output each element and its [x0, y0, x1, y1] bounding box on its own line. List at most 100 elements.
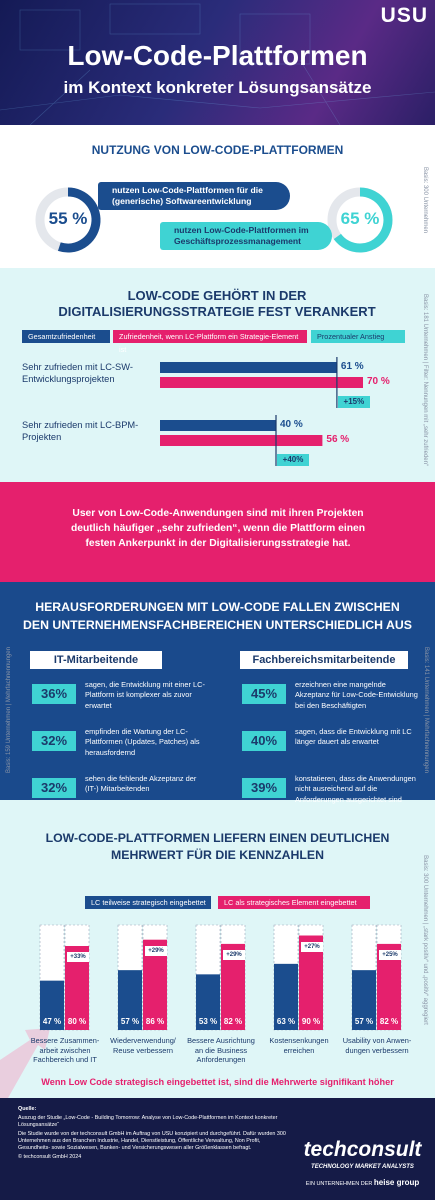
group-header: IT-Mitarbeitende: [30, 651, 162, 669]
value-label: 61 %: [340, 361, 364, 372]
value-label: 90 %: [301, 1017, 321, 1026]
decor: [109, 3, 201, 35]
challenge-text: erzeichnen eine mangelnde Akzeptanz für …: [295, 680, 418, 710]
increase-box: +29%: [223, 949, 245, 960]
increase-box: +29%: [145, 945, 167, 956]
value-label: 55 %: [48, 209, 88, 228]
increase-label: +33%: [70, 954, 86, 960]
category-label: Bessere Zusammen- arbeit zwischen Fachbe…: [30, 1036, 100, 1065]
challenge-text: sehen die fehlende Akzeptanz der (IT-) M…: [85, 774, 197, 794]
footer-parent-text: EIN UNTERNEHMEN DER: [305, 1181, 373, 1187]
bar: [196, 974, 220, 1030]
value-label: 65 %: [340, 209, 380, 228]
increase-box: +15%: [337, 396, 370, 408]
bar: [160, 362, 337, 373]
basis-note: Basis: 181 Unternehmen | Filter: Nennung…: [422, 294, 428, 466]
percent-label: 36%: [40, 686, 68, 701]
copyright: © techconsult GmbH 2024: [18, 1154, 82, 1161]
percent-label: 45%: [250, 686, 278, 701]
donut-arc: [57, 187, 101, 253]
basis-note: Basis: 141 Unternehmen | Mehrfachnennung…: [423, 647, 429, 773]
category-label: Wiederverwendung/ Reuse verbessern: [110, 1036, 176, 1055]
basis-note: Basis: 159 Unternehmen | Mehrfachnennung…: [6, 647, 12, 773]
bar: [352, 970, 376, 1030]
challenge-text: konstatieren, dass die Anwendungen nicht…: [295, 774, 416, 804]
category-label: Bessere Ausrichtung an die Business Anfo…: [187, 1036, 255, 1065]
challenge-text: sagen, die Entwicklung mit einer LC-Plat…: [85, 680, 205, 710]
section-title: LOW-CODE GEHÖRT IN DER DIGITALISIERUNGSS…: [58, 288, 376, 320]
footer-logo: techconsult: [303, 1138, 422, 1161]
increase-box: +25%: [379, 949, 401, 960]
decor: [19, 9, 81, 51]
decor: [239, 13, 311, 65]
increase-box: +40%: [277, 454, 309, 466]
category-label: Sehr zufrieden mit LC-SW-Entwicklungspro…: [22, 362, 133, 385]
usage-label-box: nutzen Low-Code-Plattformen für die (gen…: [98, 182, 290, 210]
percent-box: 32%: [32, 778, 76, 798]
group-header: Fachbereichsmitarbeitende: [240, 651, 408, 669]
legend-item: LC als strategisches Element eingebettet: [218, 896, 370, 909]
value-label: 86 %: [145, 1017, 165, 1026]
legend-item: Zufriedenheit, wenn LC-Plattform ein Str…: [113, 330, 307, 354]
increase-label: +29%: [148, 947, 164, 954]
footer-logo-tagline: TECHNOLOGY MARKET ANALYSTS: [311, 1164, 414, 1170]
benefits-decoration: [0, 1028, 50, 1098]
bar: [160, 420, 276, 431]
callout-background: [0, 482, 435, 582]
percent-label: 39%: [250, 780, 278, 795]
challenge-text: sagen, dass die Entwicklung mit LC länge…: [295, 727, 412, 747]
value-label: 82 %: [379, 1017, 399, 1026]
value-label: 82 %: [223, 1017, 243, 1026]
footer-background: [0, 1098, 435, 1200]
percent-box: 39%: [242, 778, 286, 798]
bar: [118, 970, 142, 1030]
footer-group: heise group: [373, 1178, 420, 1187]
value-label: 56 %: [326, 434, 350, 445]
increase-label: +29%: [226, 951, 242, 958]
decor-arrow: [0, 1028, 50, 1098]
donut-arc: [333, 187, 393, 253]
category-label: Usability von Anwen- dungen verbessern: [342, 1036, 412, 1055]
value-label: 70 %: [367, 376, 390, 387]
value-label: 63 %: [276, 1017, 296, 1026]
satisfaction-background: [0, 268, 435, 482]
percent-label: 32%: [40, 780, 68, 795]
footer-text: Quelle: Auszug der Studie „Low-Code - Bui…: [18, 1106, 288, 1161]
callout-text: User von Low-Code-Anwendungen sind mit i…: [70, 508, 366, 549]
percent-box: 45%: [242, 684, 286, 704]
section-title: LOW-CODE-PLATTFORMEN LIEFERN EINEN DEUTL…: [45, 831, 390, 863]
method: Die Studie wurde von der techconsult Gmb…: [18, 1131, 286, 1152]
bar: [274, 963, 298, 1030]
subtitle: im Kontext konkreter Lösungsansätze: [63, 78, 372, 97]
percent-label: 32%: [40, 733, 68, 748]
percent-box: 32%: [32, 731, 76, 751]
legend-item: Gesamtzufriedenheit: [22, 330, 110, 343]
increase-box: +27%: [301, 941, 323, 952]
category-label: Kostensenkungen erreichen: [269, 1036, 329, 1055]
increase-label: +27%: [304, 943, 320, 950]
value-label: 53 %: [198, 1017, 218, 1026]
value-label: 47 %: [42, 1017, 62, 1026]
category-label: Sehr zufrieden mit LC-BPM-Projekten: [22, 420, 139, 443]
bar: [160, 377, 363, 388]
footer-parent: EIN UNTERNEHMEN DER heise group: [300, 1178, 425, 1187]
source: Auszug der Studie „Low-Code - Building T…: [18, 1115, 278, 1129]
usage-label-box: nutzen Low-Code-Plattformen im Geschäfts…: [160, 222, 332, 250]
challenge-text: empfinden die Wartung der LC-Plattformen…: [85, 727, 200, 757]
value-label: 80 %: [67, 1017, 87, 1026]
percent-label: 40%: [250, 733, 278, 748]
title: Low-Code-Plattformen: [67, 40, 368, 71]
percent-box: 36%: [32, 684, 76, 704]
header-background: [0, 0, 435, 125]
decor: [0, 91, 435, 111]
legend-item: Prozentualer Anstieg: [311, 330, 405, 343]
logo: USU: [380, 4, 428, 27]
section-title: NUTZUNG VON LOW-CODE-PLATTFORMEN: [91, 143, 344, 157]
increase-label: +25%: [382, 951, 398, 958]
increase-label: +40%: [282, 455, 304, 464]
source-label: Quelle:: [18, 1106, 37, 1112]
value-label: 57 %: [354, 1017, 374, 1026]
value-label: 57 %: [120, 1017, 140, 1026]
increase-box: +33%: [67, 952, 89, 962]
